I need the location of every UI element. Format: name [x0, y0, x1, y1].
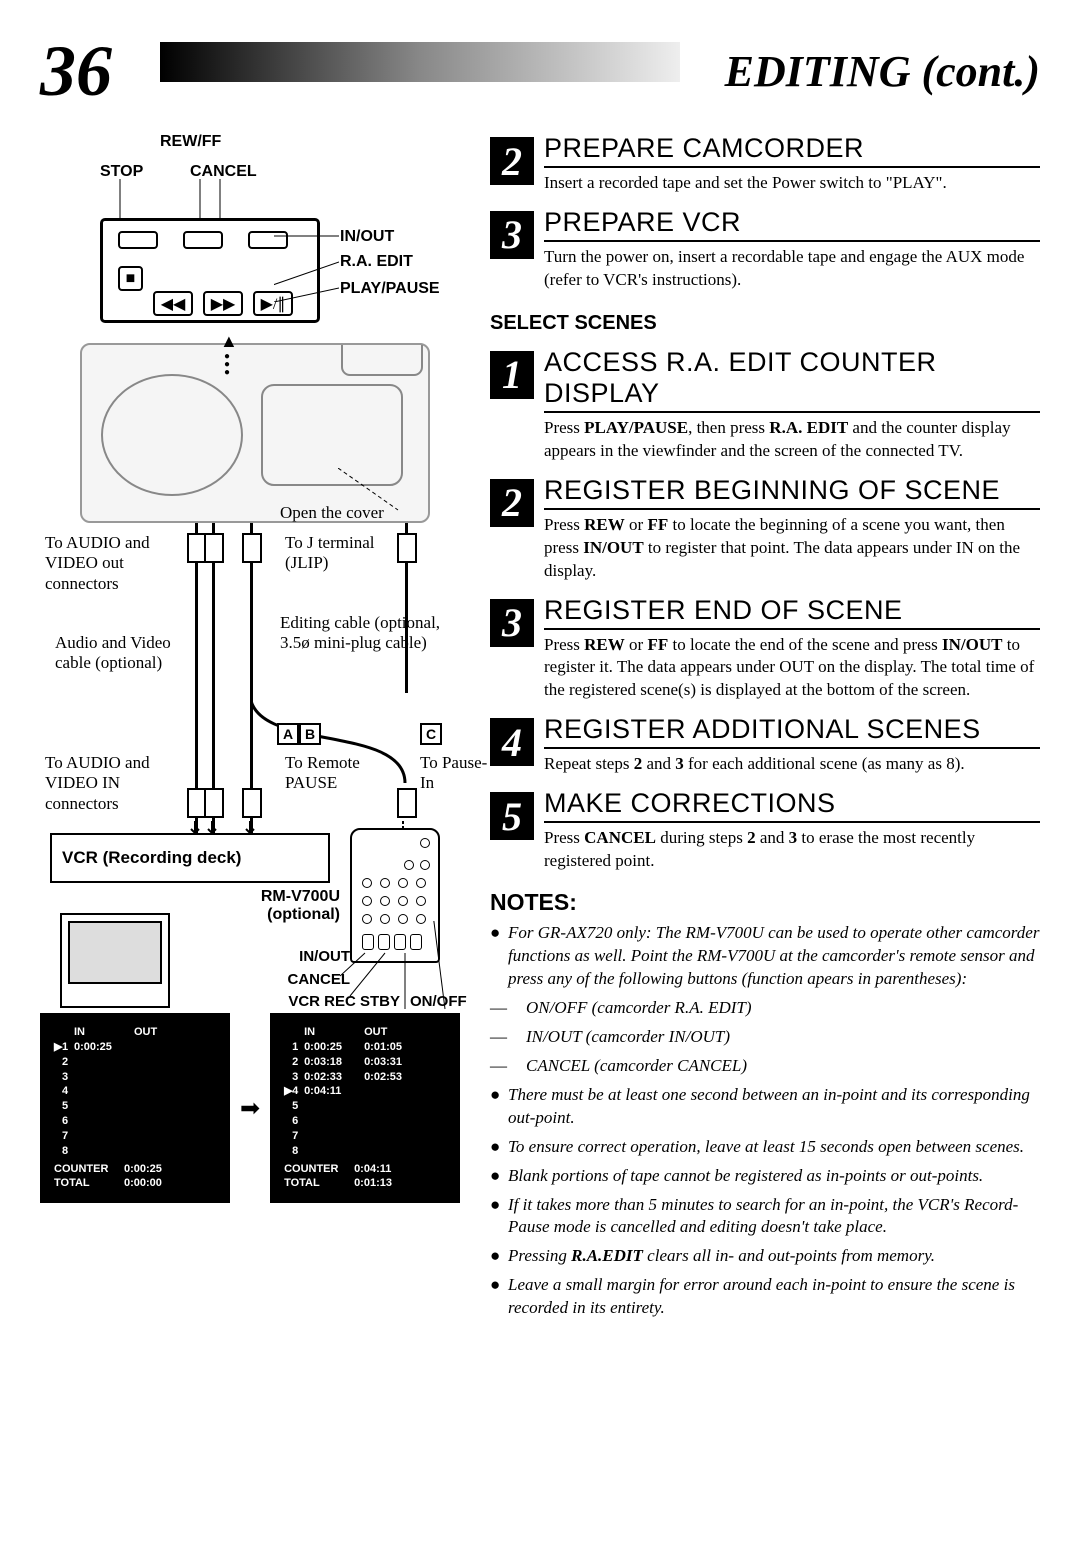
step-body: Press CANCEL during steps 2 and 3 to era… [544, 827, 1040, 873]
step-title: REGISTER BEGINNING OF SCENE [544, 475, 1040, 510]
raedit-label: R.A. EDIT [340, 253, 413, 271]
note-item: For GR-AX720 only: The RM-V700U can be u… [490, 922, 1040, 991]
step-prepare-camcorder: 2 PREPARE CAMCORDER Insert a recorded ta… [490, 133, 1040, 195]
counter-right: INOUT10:00:250:01:0520:03:180:03:3130:02… [270, 1013, 460, 1203]
notes-list: For GR-AX720 only: The RM-V700U can be u… [490, 922, 1040, 1320]
step-body: Press REW or FF to locate the beginning … [544, 514, 1040, 583]
step-number: 2 [490, 137, 534, 185]
arrow-icon: ➡ [240, 1094, 260, 1123]
pausein-label: To Pause-In [420, 753, 490, 794]
counter-left: INOUT▶10:00:252345678COUNTER0:00:25TOTAL… [40, 1013, 230, 1203]
step-body: Repeat steps 2 and 3 for each additional… [544, 753, 1040, 776]
remote-cancel: CANCEL [270, 971, 350, 988]
connection-diagram: REW/FF STOP CANCEL ■ ◀◀ ▶▶ ▶/∥ IN/OUT R.… [40, 133, 460, 1003]
step-title: ACCESS R.A. EDIT COUNTER DISPLAY [544, 347, 1040, 413]
step-body: Press REW or FF to locate the end of the… [544, 634, 1040, 703]
step-4: 4 REGISTER ADDITIONAL SCENES Repeat step… [490, 714, 1040, 776]
step-2: 2 REGISTER BEGINNING OF SCENE Press REW … [490, 475, 1040, 583]
note-item: Blank portions of tape cannot be registe… [490, 1165, 1040, 1188]
counter-displays: INOUT▶10:00:252345678COUNTER0:00:25TOTAL… [40, 1013, 460, 1203]
rewff-label: REW/FF [160, 133, 221, 151]
step-title: MAKE CORRECTIONS [544, 788, 1040, 823]
note-item: Leave a small margin for error around ea… [490, 1274, 1040, 1320]
step-number: 4 [490, 718, 534, 766]
step-title: PREPARE VCR [544, 207, 1040, 242]
play-triangle: ▲ [220, 331, 238, 352]
note-item: There must be at least one second betwee… [490, 1084, 1040, 1130]
step-5: 5 MAKE CORRECTIONS Press CANCEL during s… [490, 788, 1040, 873]
cables [180, 523, 290, 843]
step-title: PREPARE CAMCORDER [544, 133, 1040, 168]
page-title: EDITING (cont.) [725, 46, 1040, 97]
box-c: C [420, 723, 442, 745]
editingcable-label: Editing cable (optional, 3.5ø mini-plug … [280, 613, 450, 654]
step-body: Insert a recorded tape and set the Power… [544, 172, 1040, 195]
page-number: 36 [40, 30, 112, 113]
av-in-label: To AUDIO and VIDEO IN connectors [45, 753, 185, 814]
av-out-label: To AUDIO and VIDEO out connectors [45, 533, 185, 594]
step-body: Turn the power on, insert a recordable t… [544, 246, 1040, 292]
page-header: 36 EDITING (cont.) [40, 30, 1040, 113]
opencover-label: Open the cover [280, 503, 384, 523]
step-3: 3 REGISTER END OF SCENE Press REW or FF … [490, 595, 1040, 703]
step-number: 2 [490, 479, 534, 527]
remote-inout: IN/OUT [270, 948, 350, 965]
right-leaders [274, 228, 339, 302]
playpause-label: PLAY/PAUSE [340, 280, 440, 298]
rmv700u-label: RM-V700U (optional) [240, 888, 340, 924]
step-title: REGISTER END OF SCENE [544, 595, 1040, 630]
step-prepare-vcr: 3 PREPARE VCR Turn the power on, insert … [490, 207, 1040, 292]
step-number: 3 [490, 211, 534, 259]
remotepause-label: To Remote PAUSE [285, 753, 385, 794]
inout-label: IN/OUT [340, 228, 394, 246]
dots: ●●● [224, 353, 230, 377]
box-b: B [299, 723, 321, 745]
remote-onoff: ON/OFF [410, 993, 467, 1010]
select-scenes-header: SELECT SCENES [490, 312, 1040, 335]
step-number: 5 [490, 792, 534, 840]
step-body: Press PLAY/PAUSE, then press R.A. EDIT a… [544, 417, 1040, 463]
box-a: A [277, 723, 299, 745]
step-number: 1 [490, 351, 534, 399]
remote-vcrrec: VCR REC STBY [220, 993, 400, 1010]
step-title: REGISTER ADDITIONAL SCENES [544, 714, 1040, 749]
note-sub: IN/OUT (camcorder IN/OUT) [490, 1026, 1040, 1049]
vcr-box: VCR (Recording deck) [50, 833, 330, 883]
avcable-label: Audio and Video cable (optional) [55, 633, 175, 674]
step-1: 1 ACCESS R.A. EDIT COUNTER DISPLAY Press… [490, 347, 1040, 463]
note-sub: CANCEL (camcorder CANCEL) [490, 1055, 1040, 1078]
note-item: Pressing R.A.EDIT clears all in- and out… [490, 1245, 1040, 1268]
note-item: To ensure correct operation, leave at le… [490, 1136, 1040, 1159]
step-number: 3 [490, 599, 534, 647]
notes-title: NOTES: [490, 889, 1040, 916]
jterminal-label: To J terminal (JLIP) [285, 533, 405, 574]
tv-illustration [60, 913, 170, 1008]
note-item: If it takes more than 5 minutes to searc… [490, 1194, 1040, 1240]
note-sub: ON/OFF (camcorder R.A. EDIT) [490, 997, 1040, 1020]
